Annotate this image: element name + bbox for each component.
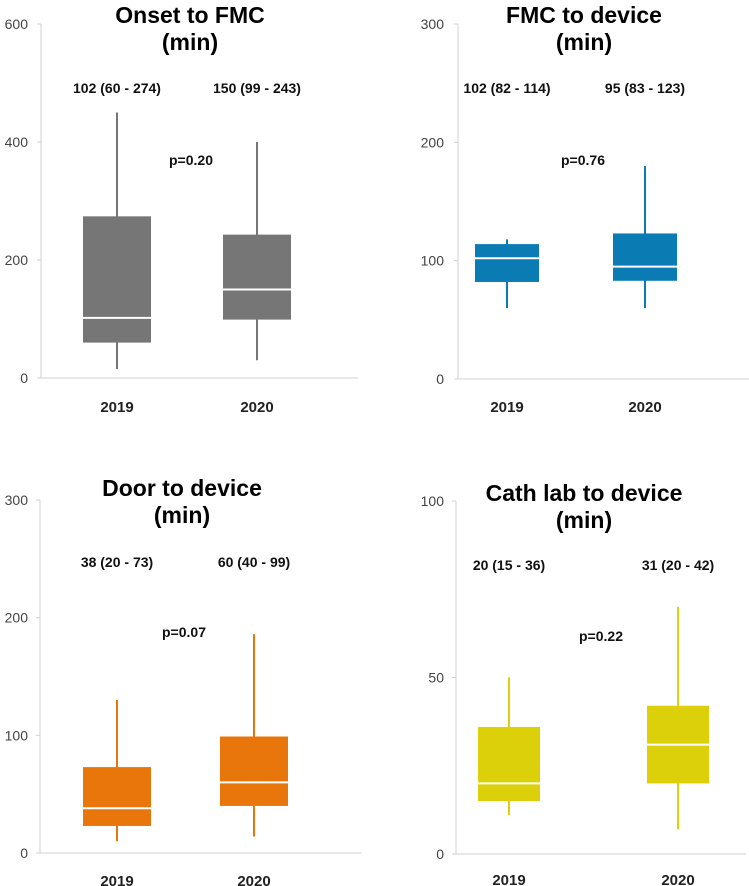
x-category-label: 2019: [490, 399, 523, 416]
box-iqr: [613, 233, 677, 281]
chart-title-text: FMC to device: [506, 2, 662, 28]
y-tick-label: 0: [20, 845, 28, 861]
p-value-label: p=0.20: [169, 152, 213, 168]
median-iqr-annotation: 38 (20 - 73): [81, 554, 153, 570]
y-tick-label: 200: [5, 252, 29, 268]
y-tick-label: 50: [428, 670, 444, 686]
chart-unit-text: (min): [161, 29, 219, 55]
y-tick-label: 200: [421, 134, 445, 150]
median-iqr-annotation: 95 (83 - 123): [605, 80, 685, 96]
x-category-label: 2019: [100, 873, 133, 886]
x-category-label: 2020: [661, 872, 694, 886]
y-tick-label: 0: [436, 371, 444, 387]
x-category-label: 2020: [628, 399, 661, 416]
box-iqr: [220, 736, 288, 806]
y-tick-label: 300: [5, 492, 29, 508]
box-plot-svg: 0 100 200 300 2019 102 (82 - 114) 2020 95 (83 -…: [421, 16, 749, 416]
x-category-label: 2019: [100, 399, 133, 416]
box-iqr: [478, 726, 540, 802]
y-tick-label: 100: [5, 727, 29, 743]
box-iqr: [83, 216, 151, 343]
chart-title-text: Door to device: [102, 475, 262, 501]
box-iqr: [475, 244, 539, 282]
median-iqr-annotation: 102 (60 - 274): [73, 80, 161, 96]
y-tick-label: 300: [421, 16, 445, 32]
chart-title: FMC to device (min): [454, 2, 714, 56]
y-tick-label: 400: [5, 134, 29, 150]
chart-unit-text: (min): [555, 29, 613, 55]
y-tick-label: 0: [436, 846, 444, 862]
chart-panel-fmc-to-device: FMC to device (min) 0 100 200 300 2019 102 (8…: [374, 0, 749, 440]
box-plot-svg: 0 50 100 2019 20 (15 - 36) 2020 31 (20 - 42) p=…: [421, 493, 746, 886]
chart-title: Door to device (min): [52, 475, 312, 529]
chart-unit-text: (min): [153, 502, 211, 528]
chart-panel-door-to-device: Door to device (min) 0 100 200 300 2019 38 (2…: [0, 470, 374, 886]
chart-title: Cath lab to device (min): [454, 480, 714, 534]
box-plot-svg: 0 200 400 600 2019 102 (60 - 274) 2020 150 (99 …: [5, 16, 358, 416]
chart-title-text: Cath lab to device: [485, 480, 683, 506]
chart-unit-text: (min): [555, 507, 613, 533]
box-iqr: [223, 234, 291, 320]
chart-title: Onset to FMC (min): [60, 2, 320, 56]
median-iqr-annotation: 150 (99 - 243): [213, 80, 301, 96]
median-iqr-annotation: 31 (20 - 42): [642, 557, 714, 573]
p-value-label: p=0.22: [579, 628, 623, 644]
chart-panel-onset-to-fmc: Onset to FMC (min) 0 200 400 600 2019 102 (60…: [0, 0, 374, 440]
y-tick-label: 100: [421, 493, 445, 509]
p-value-label: p=0.76: [561, 152, 605, 168]
y-tick-label: 0: [20, 370, 28, 386]
y-tick-label: 200: [5, 610, 29, 626]
x-category-label: 2020: [240, 399, 273, 416]
median-iqr-annotation: 60 (40 - 99): [218, 554, 290, 570]
p-value-label: p=0.07: [162, 624, 206, 640]
x-category-label: 2020: [237, 873, 270, 886]
box-iqr: [83, 767, 151, 826]
chart-panel-cath-lab-to-device: Cath lab to device (min) 0 50 100 2019 20 (1…: [374, 470, 749, 886]
chart-title-text: Onset to FMC: [115, 2, 265, 28]
y-tick-label: 600: [5, 16, 29, 32]
y-tick-label: 100: [421, 253, 445, 269]
median-iqr-annotation: 20 (15 - 36): [473, 557, 545, 573]
x-category-label: 2019: [492, 872, 525, 886]
median-iqr-annotation: 102 (82 - 114): [463, 80, 550, 96]
box-plot-svg: 0 100 200 300 2019 38 (20 - 73) 2020 60 (40 - 9…: [5, 492, 362, 886]
